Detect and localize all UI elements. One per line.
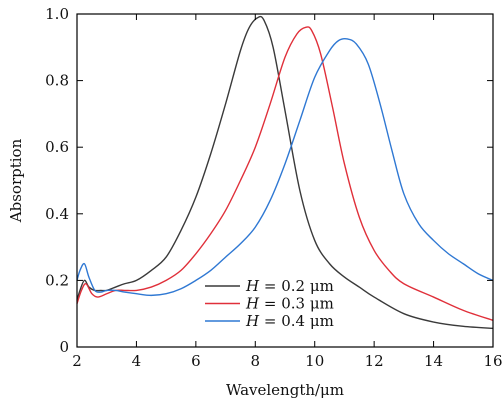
y-tick-label: 0.4	[45, 205, 69, 223]
x-tick-label: 14	[424, 352, 443, 370]
legend-value: = 0.4 μm	[259, 312, 334, 330]
plot-frame	[76, 13, 494, 348]
tick-labels: 2 4 6 8 10 12 14 16 0 0.2 0.4 0.6 0.8 1.0	[45, 5, 502, 370]
x-axis-label: Wavelength/μm	[226, 381, 344, 399]
x-tick-label: 12	[365, 352, 384, 370]
x-tick-label: 8	[251, 352, 261, 370]
legend-variable: H	[245, 277, 260, 295]
y-tick-label: 0	[59, 338, 69, 356]
series-line-1	[76, 15, 494, 330]
legend-variable: H	[245, 295, 260, 313]
series-line-2	[76, 26, 494, 322]
legend: H = 0.2 μmH = 0.3 μmH = 0.4 μm	[205, 277, 334, 330]
legend-label-3: H = 0.4 μm	[245, 312, 334, 330]
x-tick-label: 4	[132, 352, 142, 370]
x-tick-label: 10	[305, 352, 324, 370]
legend-label-2: H = 0.3 μm	[245, 295, 334, 313]
y-tick-label: 0.8	[45, 72, 69, 90]
y-tick-label: 0.2	[45, 271, 69, 289]
legend-value: = 0.3 μm	[259, 295, 334, 313]
legend-variable: H	[245, 312, 260, 330]
legend-value: = 0.2 μm	[259, 277, 334, 295]
legend-label-1: H = 0.2 μm	[245, 277, 334, 295]
x-tick-label: 2	[72, 352, 82, 370]
x-tick-label: 6	[191, 352, 201, 370]
y-tick-label: 1.0	[45, 5, 69, 23]
y-tick-label: 0.6	[45, 138, 69, 156]
series-line-3	[76, 38, 494, 297]
series-lines	[76, 15, 494, 330]
x-tick-label: 16	[483, 352, 502, 370]
y-axis-label: Absorption	[7, 138, 25, 223]
axis-ticks	[76, 13, 494, 348]
